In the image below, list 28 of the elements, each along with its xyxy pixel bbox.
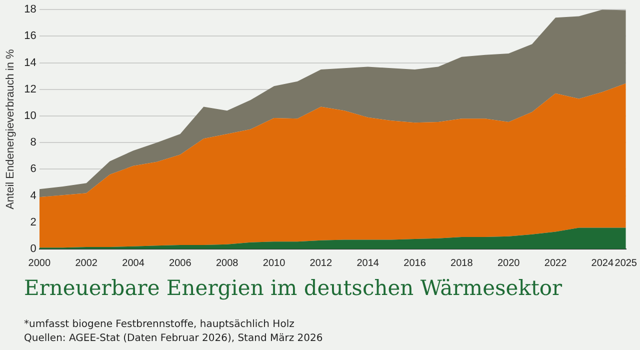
x-tick-label: 2020	[497, 258, 520, 269]
y-tick-label: 16	[24, 30, 36, 42]
x-tick-label: 2018	[450, 258, 474, 269]
y-axis-title: Anteil Endenergieverbrauch in %	[4, 48, 17, 210]
y-tick-label: 18	[24, 4, 36, 16]
x-tick-label: 2025	[614, 258, 638, 269]
x-tick-label: 2014	[356, 258, 380, 269]
source-note: Quellen: AGEE-Stat (Daten Februar 2026), Stand März 2026	[24, 332, 323, 346]
y-tick-label: 12	[24, 83, 36, 96]
x-tick-label: 2010	[262, 258, 286, 269]
y-tick-label: 8	[30, 136, 36, 149]
x-tick-label: 2006	[169, 258, 192, 269]
y-tick-label: 4	[30, 190, 36, 202]
x-tick-label: 2016	[404, 258, 426, 269]
x-tick-label: 2024	[591, 258, 614, 269]
y-tick-label: 6	[30, 163, 36, 176]
y-tick-label: 14	[24, 56, 36, 69]
x-tick-label: 2012	[310, 258, 332, 269]
y-tick-label: 10	[24, 110, 36, 122]
x-tick-label: 2004	[122, 258, 145, 269]
text: Erneuerbare Energien im deutschen Wärmesektor	[24, 276, 562, 300]
y-tick-label: 0	[30, 243, 36, 256]
y-tick-label: 2	[30, 216, 36, 228]
x-tick-label: 2000	[28, 258, 51, 269]
x-tick-label: 2002	[75, 258, 98, 269]
x-tick-label: 2008	[216, 258, 239, 269]
text: *umfasst biogene Festbrennstoffe, hauptsächlich Holz	[24, 318, 296, 332]
x-tick-label: 2022	[544, 258, 568, 269]
